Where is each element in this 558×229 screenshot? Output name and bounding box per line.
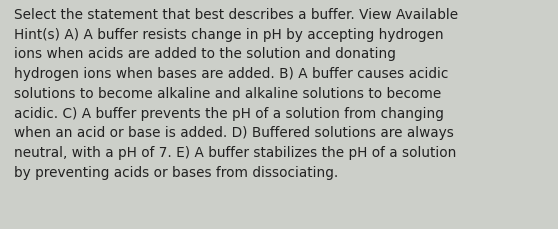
Text: Select the statement that best describes a buffer. View Available
Hint(s) A) A b: Select the statement that best describes… — [14, 8, 458, 179]
